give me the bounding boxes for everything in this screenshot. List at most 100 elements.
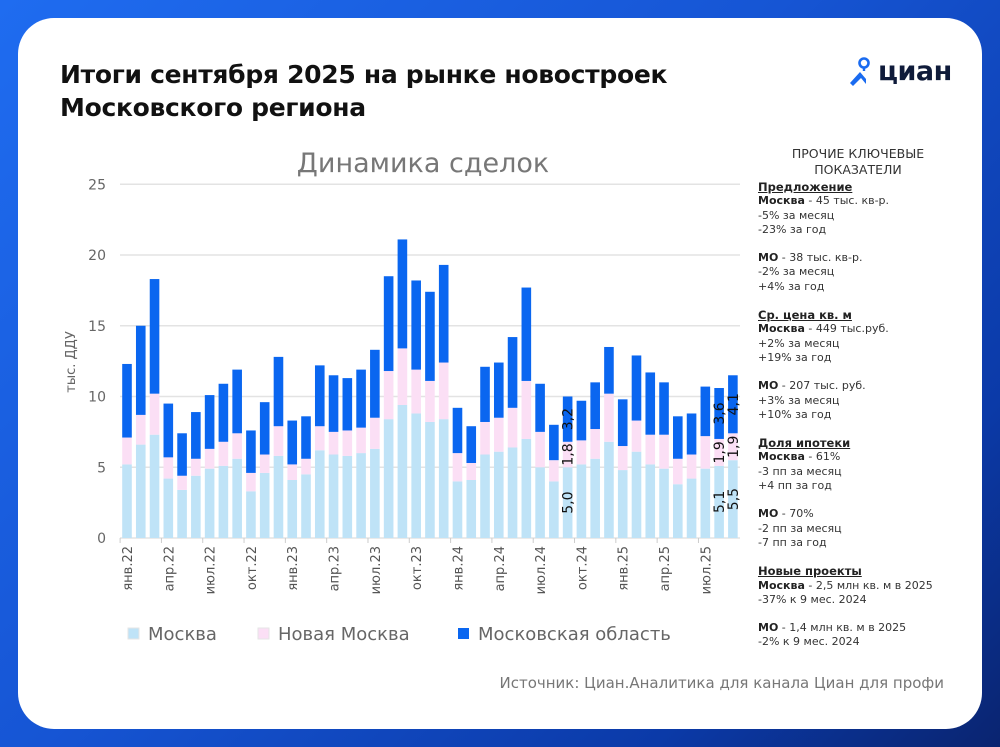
bar-segment-new-moscow — [507, 407, 518, 448]
bar-segment-moscow-region — [521, 287, 532, 381]
side-title-line-2: ПОКАЗАТЕЛИ — [814, 162, 902, 177]
bar-segment-moscow — [480, 454, 490, 538]
bar-segment-new-moscow — [590, 429, 600, 459]
bar-segment-moscow — [645, 464, 656, 538]
title-line-1: Итоги сентября 2025 на рынке новостроек — [60, 60, 668, 89]
x-tick-label: янв.24 — [451, 546, 466, 591]
bar-segment-moscow-region — [356, 369, 366, 428]
bar-segment-new-moscow — [604, 393, 614, 442]
indicator-change: +10% за год — [758, 407, 832, 421]
bar-segment-moscow-region — [466, 426, 477, 464]
indicator-block: МО - 70% -2 пп за месяц -7 пп за год — [758, 507, 958, 550]
bar-segment-moscow — [287, 479, 298, 538]
bar-segment-moscow — [328, 454, 339, 538]
indicator-change: -2 пп за месяц — [758, 521, 842, 535]
bar-segment-moscow-region — [370, 349, 380, 418]
bar-segment-new-moscow — [397, 348, 408, 405]
x-tick-label: янв.22 — [121, 546, 136, 591]
bar-segment-moscow — [273, 455, 284, 538]
y-tick-label: 25 — [88, 177, 106, 193]
bar-segment-moscow-region — [122, 363, 132, 438]
bar-segment-moscow-region — [204, 395, 215, 449]
bar-segment-moscow-region — [232, 369, 242, 434]
bar-segment-moscow-region — [191, 412, 201, 459]
bar-segment-new-moscow — [383, 371, 394, 420]
bar-segment-moscow — [438, 419, 449, 538]
indicator-change: -2% за месяц — [758, 265, 835, 279]
indicator-main: МО - 70% — [758, 507, 958, 521]
x-tick-label: апр.24 — [493, 546, 508, 591]
bar-segment-moscow-region — [342, 378, 353, 431]
bar-segment-moscow — [397, 404, 408, 538]
bar-segment-new-moscow — [122, 437, 132, 465]
region-label: Москва — [758, 450, 805, 464]
bar-segment-moscow-region — [314, 365, 325, 427]
bar-segment-new-moscow — [204, 448, 215, 469]
bar-segment-moscow — [673, 484, 683, 538]
bar-segment-new-moscow — [259, 454, 270, 473]
bar-segment-moscow-region — [135, 325, 146, 415]
legend-label: Новая Москва — [278, 624, 410, 645]
bar-segment-new-moscow — [714, 438, 724, 466]
bar-segment-moscow — [149, 434, 160, 538]
legend-label: Москва — [148, 624, 217, 645]
indicator-value: - 38 тыс. кв-р. — [778, 251, 863, 265]
key-indicators-panel: ПРОЧИЕ КЛЮЧЕВЫЕ ПОКАЗАТЕЛИ Предложение Мо… — [758, 146, 958, 664]
bar-segment-moscow-region — [287, 420, 298, 465]
bar-segment-moscow-region — [700, 386, 711, 437]
indicator-block: Предложение Москва - 45 тыс. кв-р. -5% за … — [758, 180, 958, 237]
bar-segment-moscow — [590, 458, 600, 538]
bar-segment-new-moscow — [673, 458, 683, 485]
bar-segment-new-moscow — [562, 441, 573, 468]
bar-segment-moscow-region — [246, 430, 256, 473]
bar-segment-new-moscow — [480, 421, 490, 455]
bar-segment-moscow — [493, 451, 504, 538]
bar-segment-moscow-region — [177, 433, 187, 476]
bar-segment-moscow-region — [383, 276, 394, 372]
x-tick-label: апр.25 — [658, 546, 673, 591]
source-note: Источник: Циан.Аналитика для канала Циан… — [499, 674, 945, 692]
bar-segment-moscow — [259, 472, 270, 538]
data-label: 1,9 — [712, 441, 728, 463]
x-tick-label: янв.25 — [617, 546, 632, 591]
section-heading: Ср. цена кв. м — [758, 308, 852, 323]
indicator-value: - 2,5 млн кв. м в 2025 — [804, 578, 933, 592]
indicator-change: +2% за месяц — [758, 336, 840, 350]
bar-segment-new-moscow — [287, 464, 298, 480]
data-label: 4,1 — [726, 393, 742, 415]
region-label: Москва — [758, 578, 805, 592]
bar-segment-new-moscow — [191, 458, 201, 476]
bar-segment-new-moscow — [466, 463, 477, 480]
bar-segment-moscow — [135, 444, 146, 538]
indicator-main: Москва - 449 тыс.руб. — [758, 322, 958, 336]
y-tick-label: 20 — [88, 248, 106, 264]
indicator-main: МО - 38 тыс. кв-р. — [758, 251, 958, 265]
bar-segment-moscow-region — [397, 239, 408, 349]
indicator-block: МО - 1,4 млн кв. м в 2025 -2% к 9 мес. 20… — [758, 621, 958, 650]
deals-chart: Динамика сделок тыс. ДДУ 0 5 10 15 20 25 янв.22 а… — [64, 148, 742, 645]
bar-segment-moscow — [301, 474, 311, 538]
indicator-change: -23% за год — [758, 222, 827, 236]
bar-segment-moscow-region — [590, 382, 600, 430]
bar-segment-new-moscow — [328, 431, 339, 455]
indicator-change: +19% за год — [758, 350, 832, 364]
indicator-main: Москва - 45 тыс. кв-р. — [758, 194, 958, 208]
indicator-block: Ср. цена кв. м Москва - 449 тыс.руб. +2% з… — [758, 308, 958, 365]
bar-segment-new-moscow — [246, 472, 256, 492]
bar-segment-new-moscow — [493, 417, 504, 452]
x-tick-label: янв.23 — [286, 546, 301, 591]
indicator-main: Москва - 2,5 млн кв. м в 2025 — [758, 579, 958, 593]
indicator-change: -7 пп за год — [758, 535, 827, 549]
legend-swatch — [127, 627, 140, 640]
y-axis-label: тыс. ДДУ — [64, 331, 79, 393]
bar-segment-moscow — [659, 468, 669, 538]
x-tick-label: окт.24 — [575, 546, 590, 590]
data-label: 5,0 — [561, 491, 577, 513]
y-tick-label: 15 — [88, 319, 106, 335]
bar-segment-moscow-region — [452, 407, 463, 454]
region-label: МО — [758, 621, 779, 635]
bar-segment-moscow — [163, 478, 174, 538]
bar-segment-moscow-region — [728, 375, 738, 434]
bar-segment-new-moscow — [425, 380, 435, 422]
bar-segment-moscow — [521, 438, 532, 538]
